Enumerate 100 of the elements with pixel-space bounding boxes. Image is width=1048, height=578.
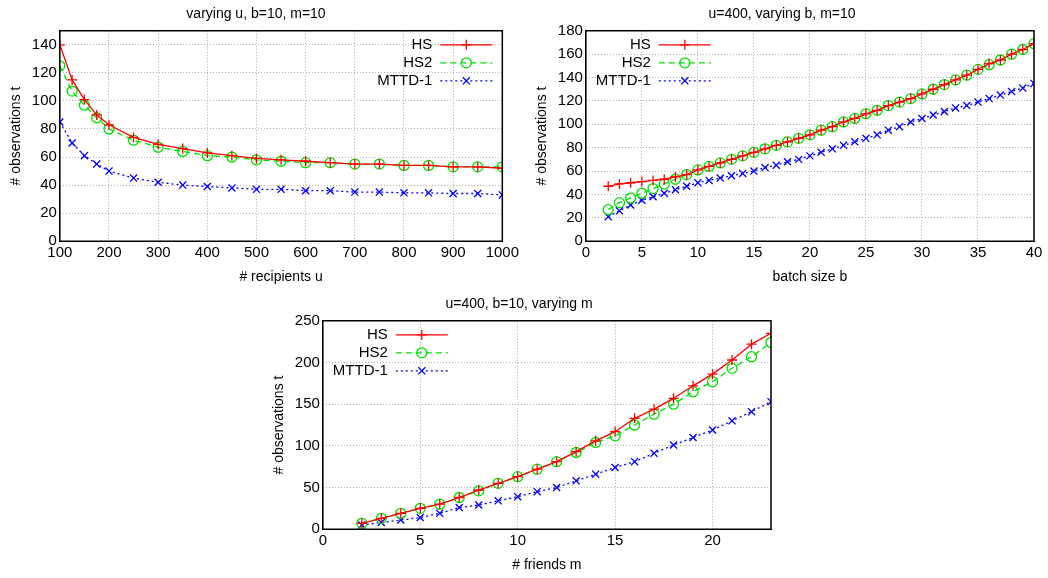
y-tick-label: 60 [40,147,57,165]
y-tick-label: 40 [566,184,583,202]
point [687,380,699,392]
y-tick-label: 180 [557,20,583,38]
x-tick-label: 800 [391,243,417,261]
point [1018,83,1027,93]
chart-title: u=400, b=10, varying m [445,295,593,312]
point [928,110,938,120]
legend-label: MTTD-1 [332,360,388,378]
point [636,187,648,199]
point [92,159,101,169]
y-tick-label: 200 [294,352,320,370]
point [153,178,163,187]
point [602,180,614,192]
y-tick-label: 100 [31,91,57,109]
legend-label: MTTD-1 [595,70,651,88]
point [552,483,561,492]
point [760,163,770,172]
point [1007,87,1016,96]
point [532,487,542,496]
point [658,173,670,185]
point [602,203,614,216]
point [129,173,138,183]
point [613,196,626,209]
point [455,503,464,512]
point [203,182,212,191]
x-tick-label: 1000 [485,243,519,261]
y-tick-label: 80 [40,119,57,137]
point [494,496,503,506]
point [377,518,386,527]
point [667,398,680,410]
y-tick-label: 60 [566,161,583,179]
point [917,114,927,123]
point [906,117,915,127]
point [716,173,725,183]
x-tick-label: 15 [745,243,763,261]
point [688,433,698,442]
point [80,151,89,160]
point [726,354,738,366]
point [78,93,91,106]
point [66,74,78,86]
point [660,189,669,198]
point [103,123,115,135]
y-tick-label: 100 [294,435,320,453]
point [609,430,621,442]
x-axis-title: # recipients u [239,268,323,285]
point [706,368,719,380]
point [794,155,803,164]
point [66,85,78,97]
x-tick-label: 5 [637,243,647,261]
chart-title: varying u, b=10, m=10 [186,5,326,22]
point [473,189,482,198]
legend-label: HS [366,324,388,342]
y-tick-label: 120 [557,91,583,109]
point [687,386,699,398]
x-tick-label: 300 [145,243,171,261]
point [424,188,433,197]
point [628,412,641,424]
point [682,182,691,191]
point [669,440,678,450]
x-tick-label: 700 [342,243,368,261]
point [872,130,882,140]
point [772,161,781,170]
point [649,449,659,458]
x-tick-label: 200 [96,243,122,261]
point [805,151,815,161]
point [667,392,680,404]
point [636,175,648,188]
y-tick-label: 160 [557,44,583,62]
point [727,416,737,426]
point [448,189,458,198]
point [626,200,635,210]
point [474,500,483,510]
x-tick-label: 40 [1025,243,1043,261]
point [615,206,624,215]
point [658,178,670,190]
y-axis-title: # observations t [533,86,550,186]
point [513,492,522,501]
point [985,94,994,103]
point [839,141,848,150]
y-tick-label: 120 [31,63,57,81]
point [704,176,714,185]
y-tick-label: 250 [294,310,320,328]
point [962,101,971,110]
point [884,125,893,135]
point [571,476,581,486]
point [996,90,1005,100]
point [610,463,620,472]
point [726,362,738,374]
point [276,185,286,194]
point [647,174,659,187]
x-tick-label: 25 [857,243,875,261]
legend-label: HS2 [358,342,388,360]
y-tick-label: 140 [557,67,583,85]
x-tick-label: 500 [243,243,269,261]
x-tick-label: 600 [293,243,319,261]
x-tick-label: 15 [606,531,624,549]
x-tick-label: 20 [704,531,721,549]
point [973,97,983,107]
y-tick-label: 50 [303,477,320,495]
